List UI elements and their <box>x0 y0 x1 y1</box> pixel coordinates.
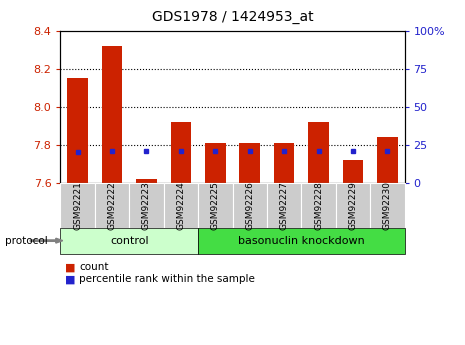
Bar <box>67 79 88 183</box>
Text: GDS1978 / 1424953_at: GDS1978 / 1424953_at <box>152 10 313 24</box>
Text: percentile rank within the sample: percentile rank within the sample <box>79 275 255 284</box>
Bar <box>239 143 260 183</box>
Text: GSM92228: GSM92228 <box>314 181 323 230</box>
Text: control: control <box>110 236 149 246</box>
Text: ■: ■ <box>65 275 76 284</box>
Bar <box>377 137 398 183</box>
Text: GSM92224: GSM92224 <box>176 181 186 230</box>
Text: GSM92221: GSM92221 <box>73 181 82 230</box>
Text: ■: ■ <box>65 263 76 272</box>
Text: basonuclin knockdown: basonuclin knockdown <box>238 236 365 246</box>
Text: GSM92226: GSM92226 <box>245 181 254 230</box>
Bar <box>171 122 191 183</box>
Text: GSM92223: GSM92223 <box>142 181 151 230</box>
Text: GSM92229: GSM92229 <box>348 181 358 230</box>
Text: GSM92230: GSM92230 <box>383 181 392 230</box>
Bar <box>136 179 157 183</box>
Text: GSM92225: GSM92225 <box>211 181 220 230</box>
Bar <box>274 143 294 183</box>
Text: GSM92222: GSM92222 <box>107 181 117 230</box>
Text: count: count <box>79 263 108 272</box>
Bar <box>102 46 122 183</box>
Bar <box>343 160 363 183</box>
Text: GSM92227: GSM92227 <box>279 181 289 230</box>
Text: protocol: protocol <box>5 236 47 246</box>
Bar <box>308 122 329 183</box>
Bar <box>205 143 226 183</box>
